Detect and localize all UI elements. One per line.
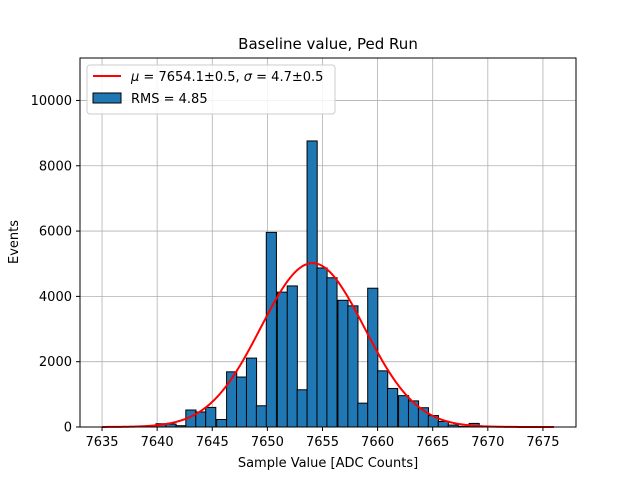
x-axis-label: Sample Value [ADC Counts]: [238, 456, 418, 471]
x-tick-label: 7650: [251, 435, 284, 450]
x-tick-label: 7670: [471, 435, 504, 450]
y-axis-label: Events: [7, 220, 22, 264]
legend-histogram-swatch: [92, 92, 122, 104]
chart-title: Baseline value, Ped Run: [238, 35, 418, 53]
histogram-bar: [306, 140, 318, 428]
y-tick-label: 4000: [39, 290, 72, 305]
legend-sigma-symbol: σ: [244, 70, 253, 85]
histogram-bar: [265, 231, 277, 428]
x-tick-label: 7635: [85, 435, 118, 450]
histogram-bar: [205, 406, 217, 428]
histogram-bar: [357, 402, 369, 428]
plot-frame: [79, 57, 577, 428]
y-tick-label: 2000: [39, 355, 72, 370]
legend-fit-label: μ = 7654.1±0.5, σ = 4.7±0.5: [130, 70, 323, 85]
x-tick-label: 7640: [141, 435, 174, 450]
histogram-bar: [387, 387, 399, 428]
gaussian-fit-curve: [102, 262, 554, 428]
y-axis-ticks: 0 2000 4000 6000 8000 10000: [31, 94, 80, 436]
histogram-bars: [155, 140, 500, 428]
histogram-bar: [255, 405, 267, 428]
histogram-bar: [347, 305, 359, 428]
histogram-bar: [337, 299, 349, 428]
x-tick-label: 7665: [416, 435, 449, 450]
histogram-bar: [326, 277, 338, 428]
x-tick-label: 7675: [526, 435, 559, 450]
y-tick-label: 6000: [39, 225, 72, 240]
x-tick-label: 7660: [361, 435, 394, 450]
histogram-bar: [316, 267, 328, 428]
histogram-bar: [286, 285, 298, 428]
legend-mu-value: = 7654.1±0.5,: [139, 70, 243, 85]
y-tick-label: 0: [64, 421, 72, 436]
y-tick-label: 8000: [39, 159, 72, 174]
histogram-bar: [245, 357, 258, 428]
legend: μ = 7654.1±0.5, σ = 4.7±0.5 RMS = 4.85: [86, 64, 336, 115]
legend-sigma-value: = 4.7±0.5: [252, 70, 323, 85]
histogram-bar: [276, 291, 288, 428]
x-axis-ticks: 7635 7640 7645 7650 7655 7660 7665 7670 7675: [85, 427, 559, 450]
histogram-bar: [367, 287, 379, 428]
histogram-bar: [377, 370, 389, 428]
y-tick-label: 10000: [31, 94, 72, 109]
x-tick-label: 7645: [196, 435, 229, 450]
histogram-bar: [236, 376, 248, 428]
x-tick-label: 7655: [306, 435, 339, 450]
histogram-bar: [398, 395, 410, 428]
legend-mu-symbol: μ: [130, 70, 139, 85]
histogram-bar: [296, 389, 308, 428]
legend-histogram-label: RMS = 4.85: [131, 92, 208, 107]
histogram-bar: [216, 418, 228, 428]
legend-box: [86, 64, 336, 115]
